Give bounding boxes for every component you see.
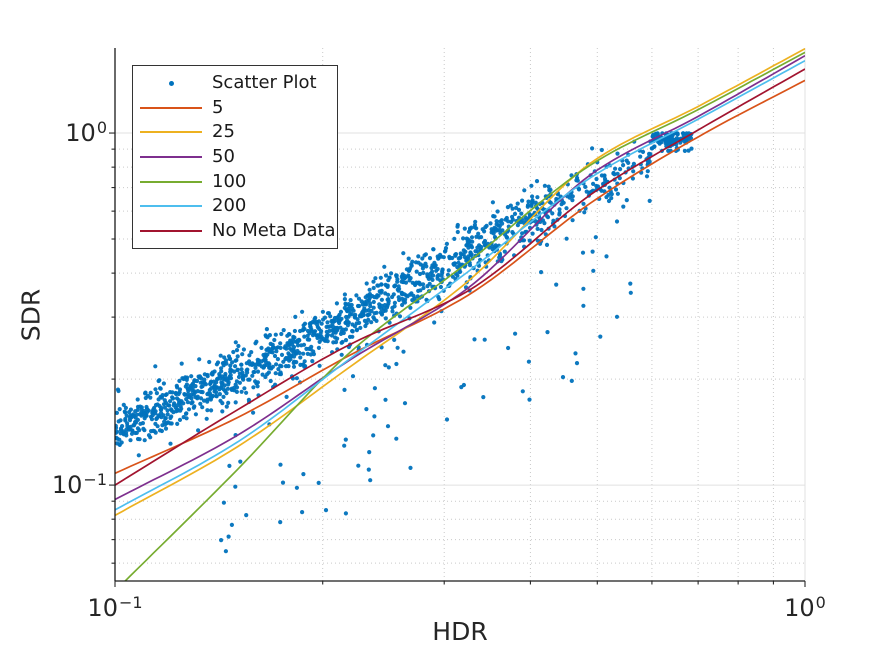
legend-label: No Meta Data <box>212 219 336 241</box>
curve-200 <box>115 59 805 511</box>
legend-entry: 5 <box>140 96 329 121</box>
curve-no-meta-data <box>115 68 805 486</box>
legend-entry: 50 <box>140 145 329 170</box>
legend-label: 5 <box>212 96 224 118</box>
y-tick-label: 100 <box>65 118 107 148</box>
model-curves <box>115 48 805 581</box>
legend-line-marker <box>140 180 202 183</box>
y-axis-label: SDR <box>16 288 46 342</box>
legend-line-marker <box>140 156 202 159</box>
legend-entry: 100 <box>140 169 329 194</box>
legend-line-marker <box>140 205 202 208</box>
x-tick-label: 10−1 <box>87 593 143 622</box>
curve-100 <box>123 51 805 581</box>
legend-line-marker <box>140 229 202 232</box>
x-axis-label: HDR <box>432 617 488 646</box>
legend-box: Scatter Plot 5 25 50 100 200 No Meta Data <box>132 65 338 250</box>
legend-label: 25 <box>212 121 235 143</box>
curve-25 <box>115 48 805 517</box>
legend-dot-marker <box>140 80 202 86</box>
curve-50 <box>115 54 805 501</box>
y-tick-label: 10−1 <box>51 470 107 500</box>
legend-label: Scatter Plot <box>212 72 317 94</box>
legend-entry: Scatter Plot <box>140 71 329 96</box>
legend-label: 200 <box>212 195 247 217</box>
legend-label: 100 <box>212 170 247 192</box>
x-tick-label: 100 <box>784 593 826 622</box>
legend-entry: 25 <box>140 120 329 145</box>
legend-line-marker <box>140 131 202 134</box>
legend-label: 50 <box>212 146 235 168</box>
axes-spines <box>109 48 806 587</box>
legend-line-marker <box>140 106 202 109</box>
legend-entry: 200 <box>140 194 329 219</box>
legend-entry: No Meta Data <box>140 219 336 244</box>
curve-5 <box>115 79 805 475</box>
